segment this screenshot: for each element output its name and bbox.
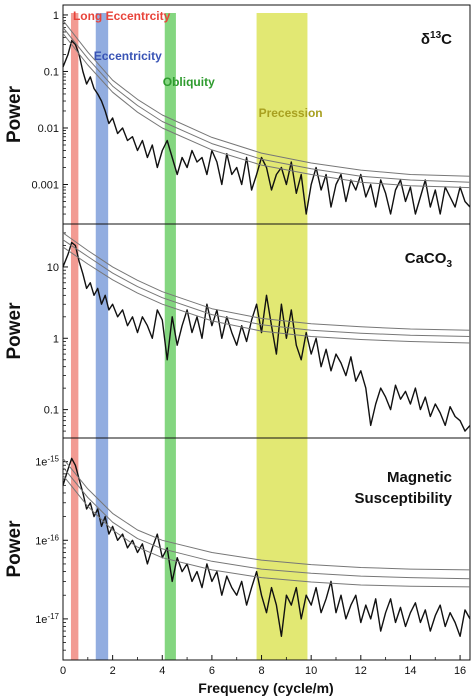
x-tick-label: 10 [305, 665, 317, 677]
confidence-line-2 [62, 27, 471, 183]
confidence-line-1 [62, 458, 471, 571]
x-axis-label: Frequency (cycle/m) [198, 680, 333, 696]
confidence-line-2 [62, 466, 471, 580]
x-tick-label: 12 [355, 665, 367, 677]
band-label-3: Precession [259, 106, 323, 120]
y-tick-label: 1e-17 [35, 612, 59, 626]
y-tick-label: 1e-16 [35, 533, 59, 547]
y-tick-label: 1 [53, 333, 59, 345]
y-tick-label: 0.1 [44, 405, 59, 417]
x-tick-label: 16 [454, 665, 466, 677]
y-tick-label: 1e-15 [35, 455, 59, 469]
x-tick-label: 4 [159, 665, 165, 677]
confidence-line-3 [62, 474, 471, 588]
spectrum-line [62, 457, 471, 637]
confidence-line-3 [62, 33, 471, 189]
x-tick-label: 6 [209, 665, 215, 677]
y-tick-label: 1 [53, 10, 59, 22]
y-tick-label: 0.1 [44, 66, 59, 78]
band-0 [70, 13, 79, 660]
panel-0: 0.001 0.01 0.1 1 Power δ13C [4, 4, 471, 225]
panel-title-line: Susceptibility [354, 490, 452, 507]
confidence-line-1 [62, 232, 471, 331]
spectrum-line [62, 40, 471, 215]
confidence-line-2 [62, 239, 471, 337]
y-tick-label: 0.001 [31, 179, 59, 191]
y-tick-label: 0.01 [38, 123, 59, 135]
panel-1: 0.1 1 10 Power CaCO3 [4, 223, 471, 439]
x-tick-label: 0 [60, 665, 66, 677]
x-tick-label: 2 [110, 665, 116, 677]
y-axis-label: Power [4, 302, 25, 360]
band-label-1: Eccentricity [94, 49, 162, 63]
panel-frame [62, 437, 471, 661]
x-axis: 0 2 4 6 8 10 12 14 16 [60, 655, 466, 677]
band-3 [256, 13, 308, 660]
band-1 [95, 13, 109, 660]
panel-2: 1e-17 1e-16 1e-15 Power Magnetic Susceptibili… [4, 437, 471, 661]
y-axis-label: Power [4, 85, 25, 143]
band-label-2: Obliquity [163, 75, 215, 89]
confidence-line-3 [62, 246, 471, 344]
x-tick-label: 8 [258, 665, 264, 677]
panel-title: δ13C [421, 30, 452, 48]
x-tick-label: 14 [404, 665, 416, 677]
y-tick-label: 10 [47, 262, 59, 274]
confidence-line-1 [62, 20, 471, 177]
panel-title: CaCO3 [405, 250, 453, 270]
y-axis-label: Power [4, 520, 25, 578]
panel-title-line: Magnetic [387, 469, 452, 486]
band-label-0: Long Eccentrcity [73, 9, 171, 23]
